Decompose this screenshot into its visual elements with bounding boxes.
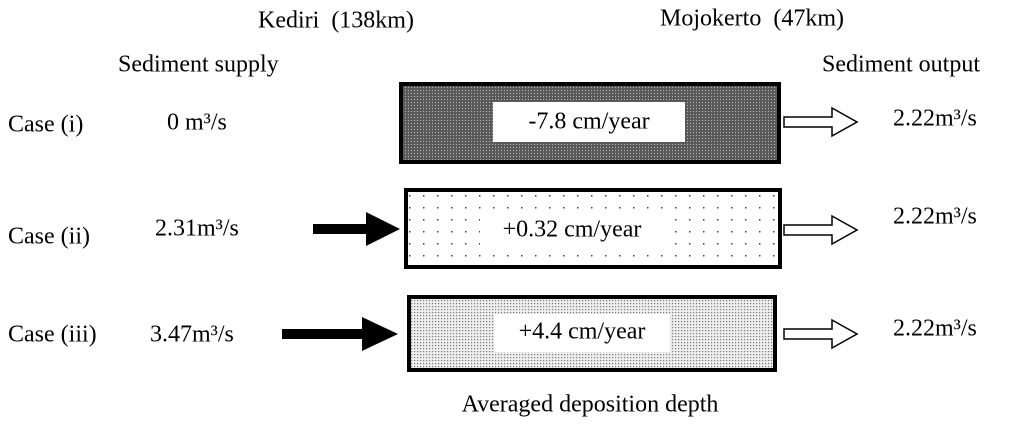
- downstream-label: Mojokerto (47km): [660, 6, 844, 32]
- case-label: Case (i): [8, 112, 83, 138]
- output-value: 2.22m³/s: [893, 106, 977, 132]
- upstream-label: Kediri (138km): [258, 8, 414, 34]
- deposition-value: +0.32 cm/year: [503, 217, 642, 243]
- output-value: 2.22m³/s: [893, 316, 977, 342]
- output-value: 2.22m³/s: [893, 204, 977, 230]
- supply-arrow: [313, 212, 400, 246]
- output-arrow: [783, 214, 859, 246]
- label-bg: [493, 102, 685, 142]
- deposition-value: +4.4 cm/year: [519, 319, 646, 345]
- supply-label: Sediment supply: [118, 52, 279, 78]
- output-arrow: [783, 318, 859, 350]
- supply-value: 2.31m³/s: [155, 216, 239, 242]
- label-bg: [480, 212, 670, 248]
- case-label: Case (iii): [8, 322, 97, 348]
- supply-arrow: [282, 317, 398, 351]
- supply-value: 3.47m³/s: [150, 322, 234, 348]
- output-arrow: [783, 106, 859, 138]
- footer-label: Averaged deposition depth: [462, 392, 719, 418]
- supply-value: 0 m³/s: [167, 110, 227, 136]
- label-bg: [494, 314, 670, 352]
- output-label: Sediment output: [822, 52, 980, 78]
- case-label: Case (ii): [8, 224, 90, 250]
- deposition-value: -7.8 cm/year: [528, 109, 649, 135]
